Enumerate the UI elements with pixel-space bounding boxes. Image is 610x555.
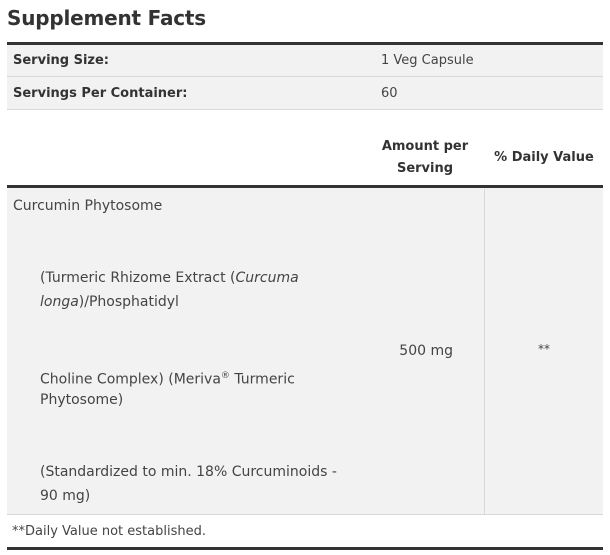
ingredient-amount: 500 mg: [399, 343, 453, 359]
italic-text: longa: [40, 294, 79, 310]
header-line: Serving: [396, 161, 454, 176]
text: )/Phosphatidyl: [78, 294, 179, 310]
divider: [7, 185, 603, 188]
ingredient-description-line: (Turmeric Rhizome Extract (Curcuma: [40, 266, 299, 290]
footnote: **Daily Value not established.: [12, 524, 206, 539]
serving-size-label: Serving Size:: [13, 53, 110, 68]
amount-per-serving-header: Amount per Serving: [365, 136, 485, 180]
servings-per-container-row: Servings Per Container: 60: [7, 77, 603, 110]
servings-per-container-label: Servings Per Container:: [13, 86, 188, 101]
servings-per-container-value: 60: [381, 86, 398, 101]
text: Choline Complex) (Meriva: [40, 371, 221, 388]
ingredient-name: Curcumin Phytosome: [13, 198, 163, 214]
ingredient-description-line: 90 mg): [40, 488, 91, 504]
italic-text: Curcuma: [235, 270, 299, 286]
ingredient-description-line: Choline Complex) (Meriva® Turmeric: [40, 364, 295, 392]
text: (Turmeric Rhizome Extract (: [40, 270, 236, 286]
ingredient-description-line: (Standardized to min. 18% Curcuminoids -: [40, 464, 337, 480]
daily-value-header: % Daily Value: [494, 150, 594, 165]
ingredient-description-line: Phytosome): [40, 392, 124, 408]
ingredient-daily-value: **: [538, 342, 550, 356]
ingredient-row: [7, 188, 603, 515]
header-line: Amount per: [381, 139, 469, 154]
registered-mark: ®: [220, 371, 230, 381]
page-title: Supplement Facts: [7, 6, 206, 30]
serving-size-value: 1 Veg Capsule: [381, 53, 474, 68]
serving-size-row: Serving Size: 1 Veg Capsule: [7, 45, 603, 77]
divider: [7, 547, 603, 550]
ingredient-description-line: longa)/Phosphatidyl: [40, 290, 179, 314]
divider: [7, 42, 603, 45]
column-divider: [484, 189, 485, 515]
text: Turmeric: [229, 371, 295, 388]
